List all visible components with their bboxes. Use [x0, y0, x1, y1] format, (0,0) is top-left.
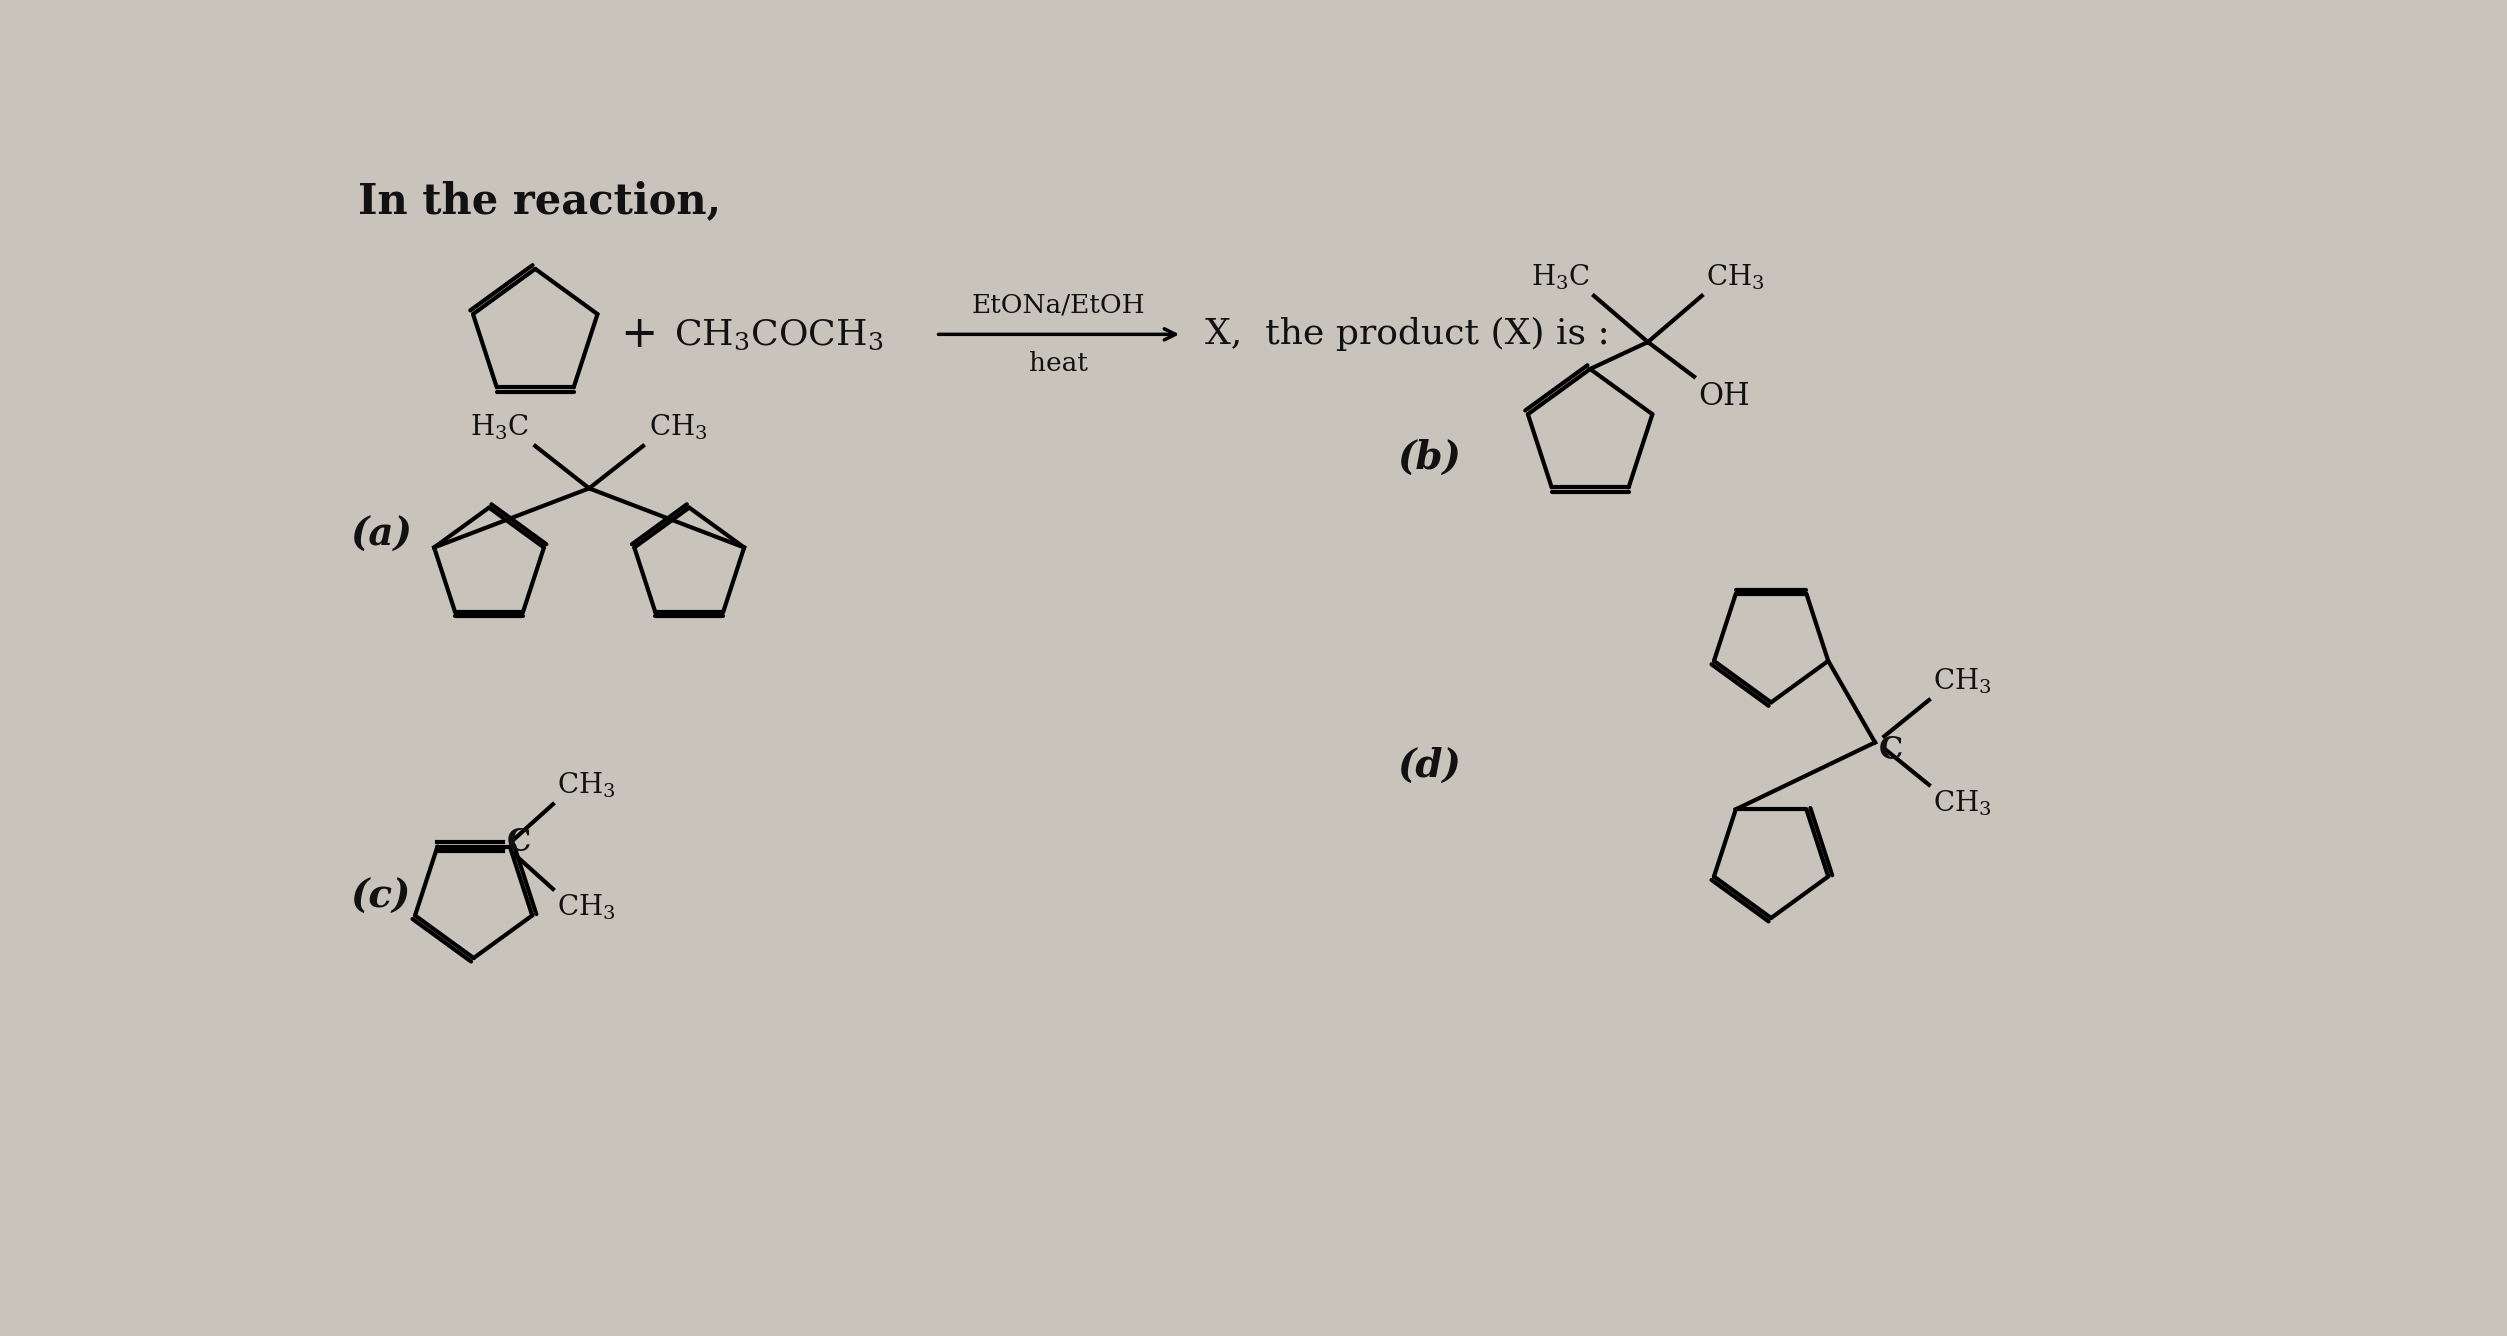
Text: (c): (c) — [351, 878, 411, 915]
Text: $\mathregular{CH_3}$: $\mathregular{CH_3}$ — [1933, 788, 1991, 818]
Text: $\mathregular{CH_3}$: $\mathregular{CH_3}$ — [1933, 667, 1991, 696]
Text: $\mathregular{H_3C}$: $\mathregular{H_3C}$ — [1532, 262, 1589, 293]
Text: C: C — [1878, 735, 1903, 766]
Text: $\mathregular{H_3C}$: $\mathregular{H_3C}$ — [469, 413, 529, 442]
Text: (b): (b) — [1396, 438, 1462, 477]
Text: In the reaction,: In the reaction, — [359, 180, 722, 222]
Text: +: + — [622, 313, 657, 355]
Text: X,  the product (X) is :: X, the product (X) is : — [1206, 318, 1609, 351]
Text: $\mathregular{CH_3}$: $\mathregular{CH_3}$ — [649, 413, 707, 442]
Text: $\mathregular{CH_3}$: $\mathregular{CH_3}$ — [557, 771, 617, 800]
Text: $\mathregular{CH_3}$: $\mathregular{CH_3}$ — [1705, 262, 1765, 293]
Text: OH: OH — [1697, 381, 1750, 411]
Text: (d): (d) — [1396, 747, 1462, 784]
Text: (a): (a) — [351, 516, 414, 553]
Text: C: C — [506, 827, 531, 858]
Text: $\mathregular{CH_3}$: $\mathregular{CH_3}$ — [557, 892, 617, 922]
Text: EtONa/EtOH: EtONa/EtOH — [973, 293, 1146, 318]
Text: heat: heat — [1030, 351, 1088, 377]
Text: $\mathregular{CH_3COCH_3}$: $\mathregular{CH_3COCH_3}$ — [674, 317, 882, 351]
